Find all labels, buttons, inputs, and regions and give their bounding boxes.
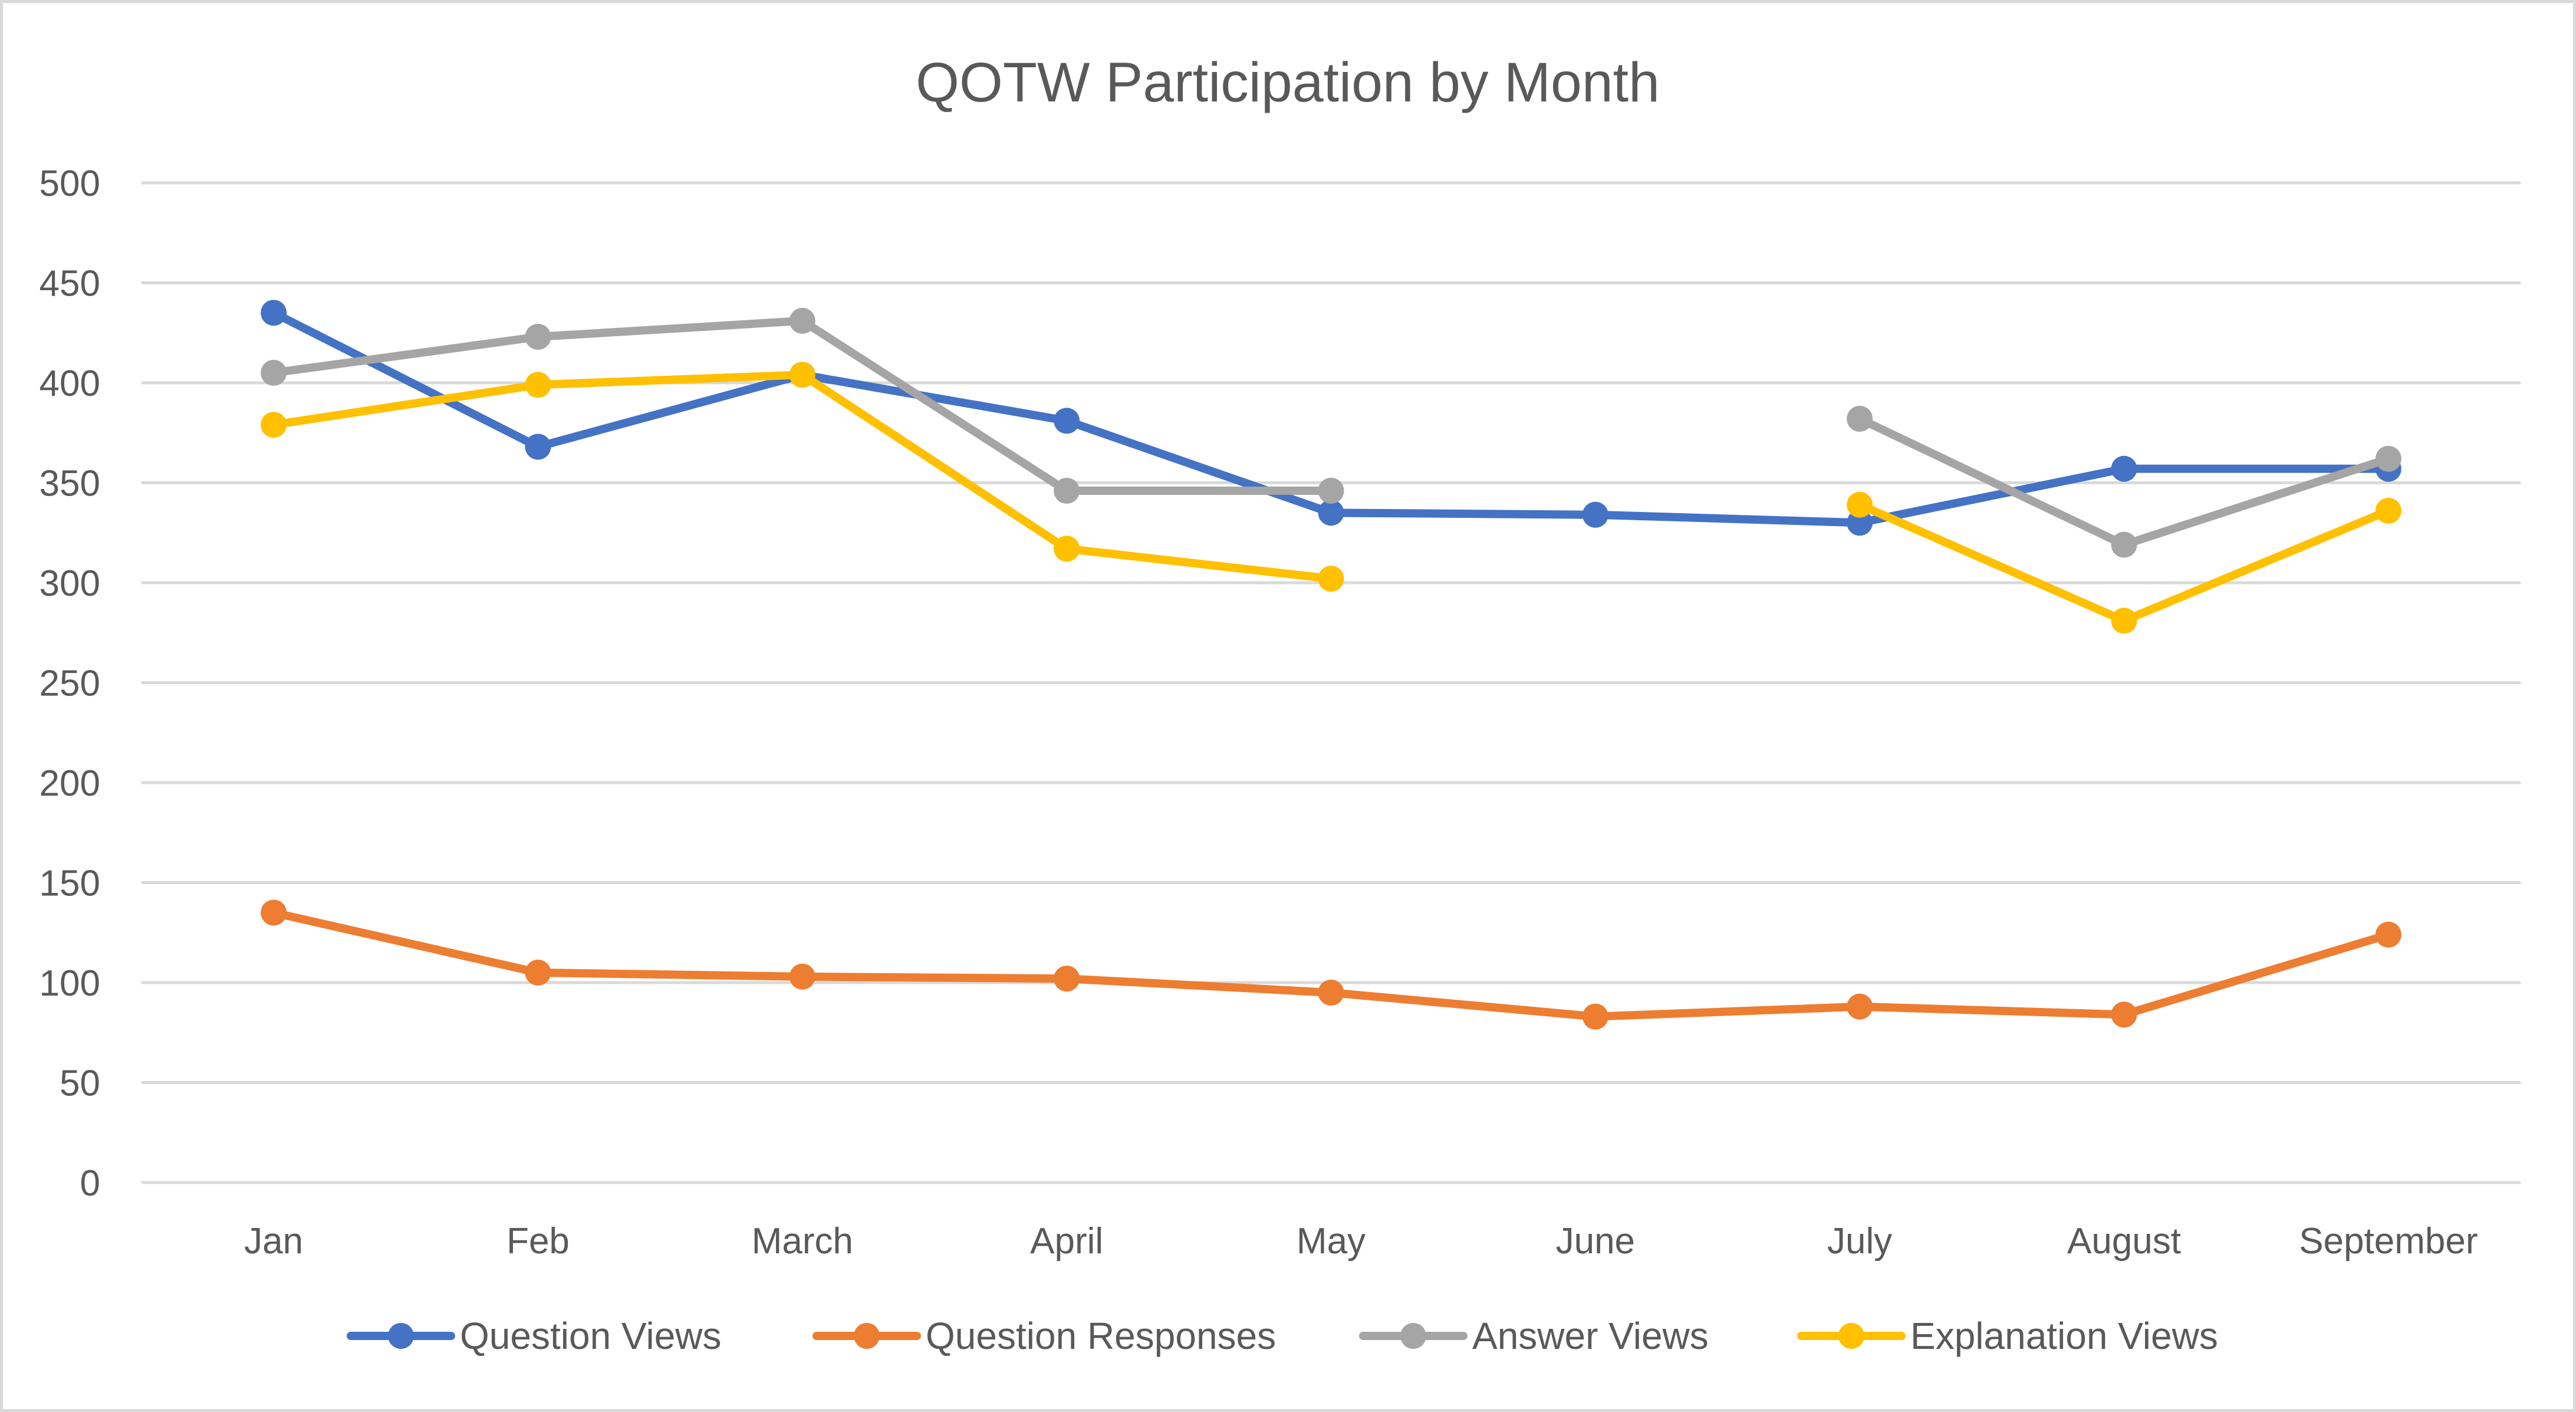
data-point	[2375, 445, 2401, 472]
data-point	[789, 307, 815, 334]
data-point	[1054, 536, 1080, 562]
data-point	[2375, 921, 2401, 948]
y-tick-label: 150	[40, 863, 100, 904]
data-point	[525, 372, 551, 398]
series-group	[261, 899, 2401, 1030]
data-point	[2375, 497, 2401, 524]
y-tick-label: 200	[40, 763, 100, 804]
data-point	[261, 300, 287, 326]
data-point	[789, 963, 815, 990]
legend-item: Answer Views	[1359, 1315, 1709, 1357]
legend: Question Views Question Responses Answer V…	[347, 1315, 2218, 1357]
legend-swatch-marker	[388, 1323, 414, 1349]
x-tick-label: June	[1556, 1221, 1635, 1262]
x-tick-label: July	[1827, 1221, 1892, 1262]
legend-swatch-marker	[854, 1323, 880, 1349]
data-point	[2111, 608, 2137, 634]
legend-item: Question Responses	[812, 1315, 1276, 1357]
series-group	[261, 362, 2401, 634]
series-line	[269, 316, 1335, 495]
x-tick-label: August	[2067, 1221, 2181, 1262]
data-point	[261, 360, 287, 386]
series-lines	[261, 300, 2401, 1030]
series-line	[269, 370, 1335, 583]
legend-item: Question Views	[347, 1315, 722, 1357]
x-tick-label: March	[752, 1221, 853, 1262]
data-point	[525, 434, 551, 460]
x-tick-label: May	[1297, 1221, 1366, 1262]
legend-item: Explanation Views	[1797, 1315, 2218, 1357]
data-point	[2111, 1001, 2137, 1028]
series-line	[1855, 500, 2393, 625]
data-point	[1847, 510, 1873, 536]
gridlines	[142, 181, 2521, 1184]
legend-label: Answer Views	[1472, 1315, 1709, 1357]
y-tick-label: 50	[60, 1063, 100, 1104]
y-axis-tick-labels: 0 50 100 150 200 250 300 350 400 450 500	[40, 163, 100, 1204]
data-point	[1582, 501, 1608, 528]
data-point	[1847, 406, 1873, 432]
legend-swatch-marker	[1838, 1323, 1864, 1349]
data-point	[525, 960, 551, 986]
data-point	[525, 324, 551, 350]
data-point	[1318, 500, 1344, 526]
x-tick-label: Jan	[244, 1221, 303, 1262]
data-point	[1847, 993, 1873, 1020]
data-point	[1847, 491, 1873, 518]
y-tick-label: 100	[40, 963, 100, 1004]
y-tick-label: 450	[40, 264, 100, 304]
data-point	[1318, 478, 1344, 504]
data-point	[1054, 478, 1080, 504]
legend-swatch-marker	[1400, 1323, 1426, 1349]
data-point	[1318, 979, 1344, 1006]
y-tick-label: 500	[40, 163, 100, 204]
y-tick-label: 300	[40, 563, 100, 604]
x-tick-label: April	[1030, 1221, 1103, 1262]
legend-label: Question Views	[460, 1315, 722, 1357]
chart-title: QOTW Participation by Month	[916, 51, 1660, 114]
data-point	[1054, 966, 1080, 992]
data-point	[1318, 566, 1344, 592]
data-point	[1582, 1003, 1608, 1030]
y-tick-label: 350	[40, 464, 100, 504]
y-tick-label: 0	[80, 1163, 100, 1204]
data-point	[2111, 531, 2137, 558]
x-tick-label: September	[2299, 1221, 2478, 1262]
y-tick-label: 400	[40, 363, 100, 404]
data-point	[1054, 408, 1080, 434]
data-point	[789, 362, 815, 388]
legend-label: Question Responses	[926, 1315, 1276, 1357]
data-point	[261, 899, 287, 926]
x-axis-tick-labels: Jan Feb March April May June July August Septemb…	[244, 1221, 2478, 1262]
y-tick-label: 250	[40, 664, 100, 704]
data-point	[261, 412, 287, 438]
x-tick-label: Feb	[506, 1221, 570, 1262]
legend-label: Explanation Views	[1910, 1315, 2218, 1357]
series-group	[261, 307, 2401, 558]
data-point	[2111, 455, 2137, 482]
